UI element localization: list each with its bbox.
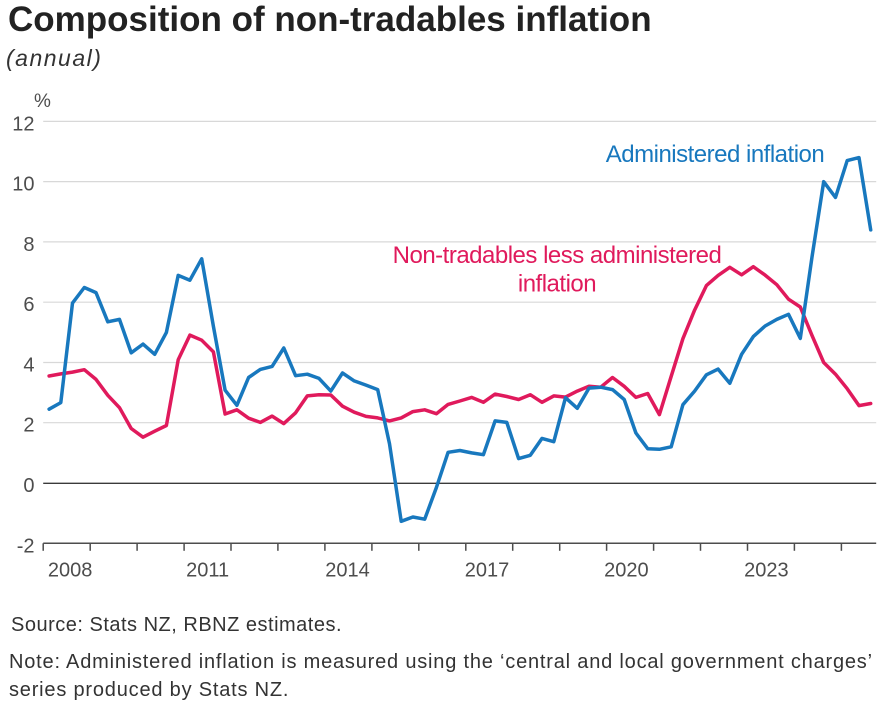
svg-text:0: 0 xyxy=(23,475,34,497)
svg-text:4: 4 xyxy=(23,355,34,377)
svg-text:12: 12 xyxy=(12,113,34,135)
svg-text:2017: 2017 xyxy=(465,559,510,581)
svg-text:2: 2 xyxy=(23,415,34,437)
svg-text:Non-tradables less administere: Non-tradables less administered xyxy=(393,242,722,269)
svg-text:2023: 2023 xyxy=(744,559,789,581)
svg-text:2014: 2014 xyxy=(325,559,370,581)
svg-text:2020: 2020 xyxy=(604,559,649,581)
svg-text:10: 10 xyxy=(12,174,34,196)
svg-text:inflation: inflation xyxy=(518,271,596,298)
svg-text:8: 8 xyxy=(23,234,34,256)
svg-text:2008: 2008 xyxy=(48,559,93,581)
svg-text:%: % xyxy=(34,91,51,112)
svg-text:-2: -2 xyxy=(17,535,35,557)
svg-text:Administered inflation: Administered inflation xyxy=(606,141,824,168)
svg-text:6: 6 xyxy=(23,294,34,316)
svg-text:2011: 2011 xyxy=(186,559,229,581)
